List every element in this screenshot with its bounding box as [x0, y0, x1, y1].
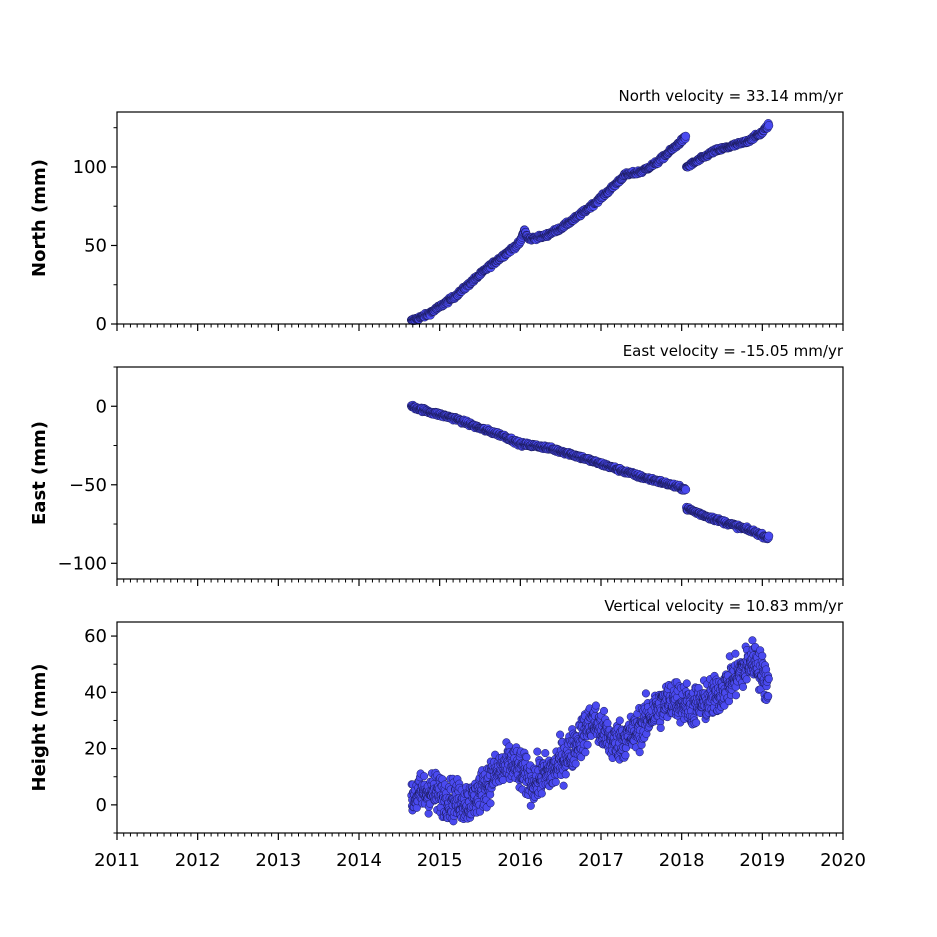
data-point [682, 679, 691, 688]
data-point [486, 799, 495, 808]
x-tick-label: 2014 [336, 850, 382, 871]
panel-3: Vertical velocity = 10.83 mm/yr Height (m… [29, 597, 866, 871]
panel-title: North velocity = 33.14 mm/yr [619, 87, 844, 105]
data-point [556, 730, 565, 739]
data-point [599, 706, 609, 715]
data-point [681, 131, 691, 141]
x-tick-label: 2019 [739, 850, 785, 871]
data-points-2 [406, 400, 774, 544]
y-tick-label: −50 [69, 475, 107, 496]
y-tick-label: 60 [84, 626, 107, 647]
data-point [621, 751, 630, 760]
data-point [571, 759, 580, 768]
data-point [758, 651, 767, 660]
panel-title: Vertical velocity = 10.83 mm/yr [604, 597, 844, 615]
data-point [581, 748, 590, 757]
x-tick-label: 2015 [417, 850, 463, 871]
x-tick-label: 2013 [255, 850, 301, 871]
data-points-1 [406, 119, 774, 326]
data-point [742, 675, 751, 684]
data-point [561, 770, 570, 779]
data-point [731, 649, 740, 658]
y-tick-label: 0 [96, 314, 107, 335]
data-point [681, 485, 691, 495]
x-tick-label: 2017 [578, 850, 624, 871]
data-point [591, 701, 600, 710]
data-point [635, 748, 644, 757]
x-tick-label: 2011 [94, 850, 140, 871]
data-point [764, 674, 773, 683]
y-tick-label: 0 [96, 396, 107, 417]
data-point [656, 723, 665, 733]
y-tick-label: −100 [58, 553, 107, 574]
y-axis-label: Height (mm) [29, 664, 50, 792]
data-point [537, 789, 546, 798]
y-tick-label: 40 [84, 682, 107, 703]
y-tick-label: 0 [96, 795, 107, 816]
y-axis-label: North (mm) [29, 159, 50, 277]
data-point [551, 777, 560, 787]
data-point [420, 772, 429, 781]
data-point [738, 682, 748, 691]
data-point [764, 121, 774, 131]
data-point [424, 809, 433, 818]
data-point [533, 747, 542, 756]
data-point [615, 716, 624, 725]
y-axis-label: East (mm) [29, 421, 50, 525]
x-tick-label: 2020 [820, 850, 866, 871]
data-point [764, 692, 773, 701]
data-point [559, 781, 568, 790]
data-point [731, 691, 741, 700]
data-point [641, 689, 650, 698]
y-tick-label: 50 [84, 235, 107, 256]
panel-2: East velocity = -15.05 mm/yr East (mm) −10… [29, 342, 844, 586]
data-point [526, 801, 535, 810]
data-point [692, 718, 701, 727]
x-tick-label: 2016 [497, 850, 543, 871]
axes-frame [116, 366, 844, 580]
panel-1: North velocity = 33.14 mm/yr North (mm) 0 5… [29, 87, 844, 335]
data-point [541, 749, 550, 758]
y-tick-label: 100 [73, 157, 107, 178]
data-points-3 [407, 636, 773, 826]
data-point [522, 753, 531, 762]
data-point [764, 531, 774, 541]
y-tick-label: 20 [84, 739, 107, 760]
data-point [603, 719, 612, 728]
data-point [583, 740, 592, 749]
x-tick-label: 2018 [659, 850, 705, 871]
x-tick-label: 2012 [175, 850, 221, 871]
panel-title: East velocity = -15.05 mm/yr [623, 342, 844, 360]
